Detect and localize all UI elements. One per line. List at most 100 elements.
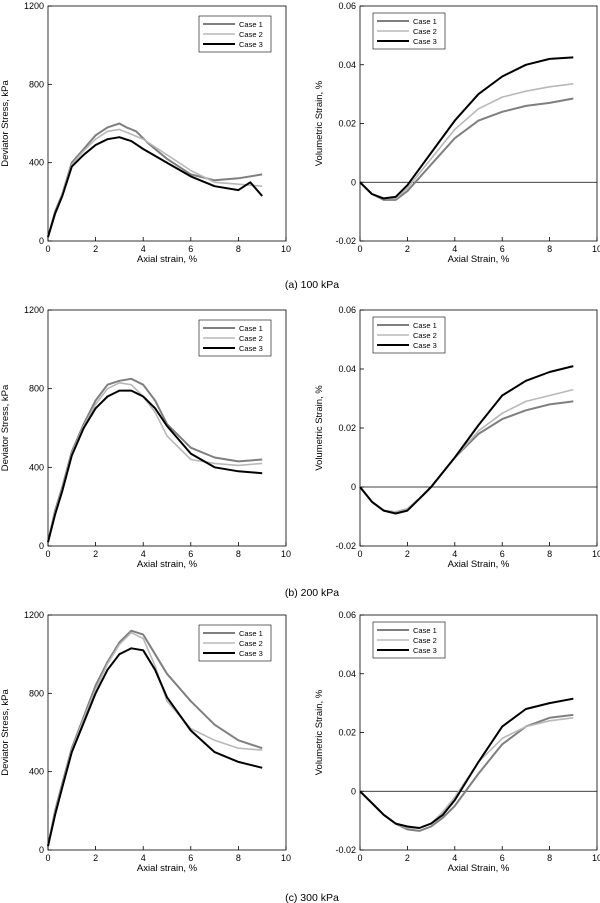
x-tick-label: 10 bbox=[281, 853, 291, 863]
legend-label: Case 3 bbox=[413, 341, 437, 350]
series-line-case-3 bbox=[359, 365, 574, 515]
series-line-case-1 bbox=[359, 400, 574, 514]
x-tick-label: 0 bbox=[45, 549, 50, 559]
legend-label: Case 2 bbox=[413, 636, 437, 645]
y-tick-label: 0.04 bbox=[338, 669, 356, 679]
y-tick-label: -0.02 bbox=[335, 541, 356, 551]
y-tick-label: 0.04 bbox=[338, 60, 356, 70]
chart-panel: 0 2 4 6 8 10 0 400 800 1200 Axial strain, % Deviato… bbox=[0, 1, 291, 265]
y-tick-label: 0.06 bbox=[338, 1, 356, 11]
x-axis-label: Axial strain, % bbox=[137, 559, 198, 570]
x-tick-label: 0 bbox=[357, 244, 362, 254]
y-tick-label: 0.02 bbox=[338, 423, 356, 433]
panel-caption-c: (c) 300 kPa bbox=[285, 892, 339, 903]
x-tick-label: 6 bbox=[188, 549, 193, 559]
x-tick-label: 2 bbox=[405, 853, 410, 863]
x-tick-label: 2 bbox=[93, 853, 98, 863]
y-tick-label: 800 bbox=[29, 79, 44, 89]
x-tick-label: 8 bbox=[547, 244, 552, 254]
legend-label: Case 3 bbox=[413, 37, 437, 46]
x-tick-label: 4 bbox=[141, 853, 146, 863]
x-axis-label: Axial Strain, % bbox=[448, 559, 510, 570]
x-tick-label: 8 bbox=[236, 549, 241, 559]
x-tick-label: 10 bbox=[592, 244, 600, 254]
y-tick-label: 0.06 bbox=[338, 610, 356, 620]
y-tick-label: 1200 bbox=[24, 1, 44, 11]
series-line-case-2 bbox=[359, 388, 574, 513]
y-tick-label: 1200 bbox=[24, 305, 44, 315]
x-tick-label: 4 bbox=[452, 549, 457, 559]
y-tick-label: 400 bbox=[29, 462, 44, 472]
legend-label: Case 3 bbox=[239, 40, 263, 49]
y-tick-label: 0.02 bbox=[338, 728, 356, 738]
series-line-case-3 bbox=[47, 647, 263, 847]
series-line-case-1 bbox=[359, 97, 574, 201]
y-tick-label: -0.02 bbox=[335, 845, 356, 855]
series-line-case-3 bbox=[359, 697, 574, 829]
x-axis-label: Axial Strain, % bbox=[448, 863, 510, 874]
series-line-case-2 bbox=[359, 83, 574, 200]
legend-label: Case 2 bbox=[239, 334, 263, 343]
y-tick-label: 800 bbox=[29, 688, 44, 698]
legend-label: Case 1 bbox=[413, 321, 437, 330]
series-line-case-1 bbox=[47, 629, 263, 847]
y-tick-label: 0.04 bbox=[338, 364, 356, 374]
y-tick-label: 0.06 bbox=[338, 305, 356, 315]
y-tick-label: 0 bbox=[39, 236, 44, 246]
x-tick-label: 4 bbox=[141, 244, 146, 254]
y-axis-label: Volumetric Strain, % bbox=[314, 385, 325, 471]
x-tick-label: 2 bbox=[93, 244, 98, 254]
y-tick-label: 0 bbox=[351, 482, 356, 492]
x-tick-label: 6 bbox=[500, 244, 505, 254]
x-tick-label: 10 bbox=[281, 549, 291, 559]
x-tick-label: 4 bbox=[452, 853, 457, 863]
x-tick-label: 4 bbox=[452, 244, 457, 254]
x-tick-label: 6 bbox=[188, 244, 193, 254]
x-tick-label: 10 bbox=[592, 853, 600, 863]
legend-label: Case 1 bbox=[239, 324, 263, 333]
x-axis-label: Axial strain, % bbox=[137, 863, 198, 874]
y-axis-label: Volumetric Strain, % bbox=[314, 80, 325, 166]
y-axis-label: Deviator Stress, kPa bbox=[0, 688, 11, 775]
series-line-case-1 bbox=[47, 377, 263, 543]
y-tick-label: 0.02 bbox=[338, 119, 356, 129]
legend-label: Case 3 bbox=[413, 646, 437, 655]
series-line-case-1 bbox=[359, 713, 574, 832]
y-tick-label: 800 bbox=[29, 384, 44, 394]
series-line-case-2 bbox=[47, 381, 263, 543]
legend-label: Case 1 bbox=[413, 17, 437, 26]
y-axis-label: Deviator Stress, kPa bbox=[0, 384, 11, 471]
series-line-case-3 bbox=[47, 136, 263, 238]
x-tick-label: 0 bbox=[357, 549, 362, 559]
y-tick-label: 1200 bbox=[24, 610, 44, 620]
series-line-case-1 bbox=[47, 122, 263, 238]
y-tick-label: 0 bbox=[351, 177, 356, 187]
legend-label: Case 1 bbox=[239, 20, 263, 29]
legend-label: Case 3 bbox=[239, 344, 263, 353]
x-tick-label: 8 bbox=[236, 244, 241, 254]
x-tick-label: 2 bbox=[405, 549, 410, 559]
legend-label: Case 1 bbox=[413, 626, 437, 635]
x-tick-label: 8 bbox=[547, 549, 552, 559]
x-tick-label: 2 bbox=[93, 549, 98, 559]
series-line-case-3 bbox=[359, 56, 574, 200]
series-line-case-3 bbox=[47, 389, 263, 543]
x-axis-label: Axial strain, % bbox=[137, 254, 198, 265]
x-tick-label: 2 bbox=[405, 244, 410, 254]
legend-label: Case 2 bbox=[413, 27, 437, 36]
plot-frame bbox=[47, 5, 287, 242]
y-tick-label: 0 bbox=[39, 541, 44, 551]
plot-frame bbox=[47, 309, 287, 547]
legend-label: Case 2 bbox=[239, 639, 263, 648]
series-line-case-2 bbox=[359, 717, 574, 829]
y-tick-label: -0.02 bbox=[335, 236, 356, 246]
panel-caption-b: (b) 200 kPa bbox=[285, 587, 339, 599]
